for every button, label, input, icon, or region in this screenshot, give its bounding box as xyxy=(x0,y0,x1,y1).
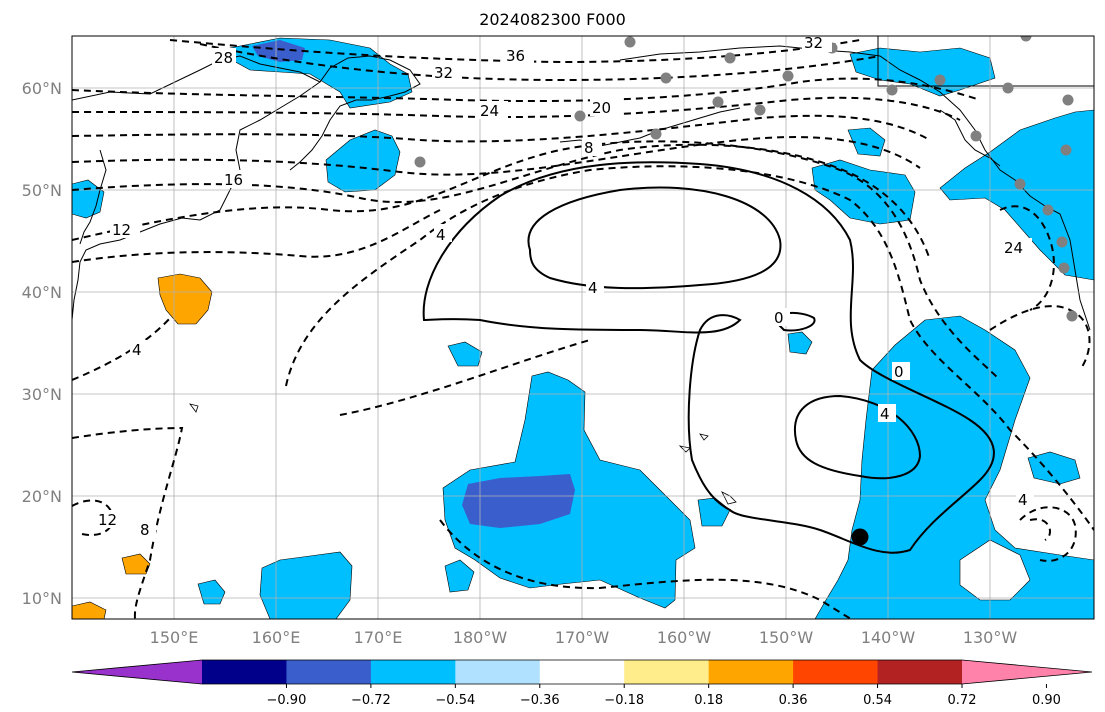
lat-label: 50°N xyxy=(22,181,62,200)
coast-japan xyxy=(79,149,107,245)
contour-label: 0 xyxy=(894,363,904,381)
colorbar-segment xyxy=(539,660,625,684)
colorbar-tick-label: 0.36 xyxy=(779,693,808,708)
lon-label: 150°E xyxy=(150,628,199,647)
stations xyxy=(414,36,1078,322)
colorbar-tick-label: 0.72 xyxy=(948,693,977,708)
lon-label: 170°W xyxy=(555,628,610,647)
colorbar-segment xyxy=(624,660,710,684)
lat-label: 40°N xyxy=(22,283,62,302)
plot-frame xyxy=(71,35,1095,620)
lat-label: 10°N xyxy=(22,589,62,608)
colorbar-outline xyxy=(71,659,1093,685)
lon-label: 150°W xyxy=(759,628,814,647)
colorbar-tick-label: 0.18 xyxy=(694,693,723,708)
gridlines xyxy=(72,36,1094,619)
contour-label: 8 xyxy=(584,139,594,157)
shade-east-pacific-hole xyxy=(959,539,1031,601)
colorbar: −0.90 −0.72 −0.54 −0.36 −0.18 0.18 0.36 0.54 0.7… xyxy=(71,659,1093,708)
colorbar-tick-label: −0.18 xyxy=(604,693,644,708)
colorbar-tick-label: −0.54 xyxy=(435,693,475,708)
lat-label: 30°N xyxy=(22,385,62,404)
contour-label: 12 xyxy=(112,221,131,239)
coast-kamchatka xyxy=(289,55,421,171)
dashed-contours xyxy=(72,39,1094,619)
lon-label: 130°W xyxy=(963,628,1018,647)
colorbar-extend-high xyxy=(962,660,1092,684)
colorbar-tick-label: 0.90 xyxy=(1032,693,1061,708)
contour-label: 32 xyxy=(804,34,823,52)
contour-label: 20 xyxy=(592,99,611,117)
colorbar-tick-label: −0.90 xyxy=(267,693,307,708)
lon-label: 170°E xyxy=(354,628,403,647)
contour-label: 28 xyxy=(214,49,233,67)
shade-small-6 xyxy=(1027,451,1081,485)
lat-labels: 60°N 50°N 40°N 30°N 20°N 10°N xyxy=(22,79,62,608)
shade-central-pacific-dark xyxy=(462,474,575,528)
contour-label: 32 xyxy=(434,64,453,82)
colorbar-tick-label: 0.54 xyxy=(863,693,892,708)
colorbar-segment xyxy=(370,660,456,684)
shade-west-sub xyxy=(259,551,353,619)
lon-label: 160°E xyxy=(252,628,301,647)
lon-label: 140°W xyxy=(861,628,916,647)
contour-labels: 28 36 32 32 24 20 16 8 12 4 4 4 0 xyxy=(96,34,1034,539)
contour-label: 0 xyxy=(774,309,784,327)
contour-label: 4 xyxy=(436,226,446,244)
colorbar-segment xyxy=(708,660,794,684)
storm-center-marker xyxy=(851,528,869,546)
shade-small-5 xyxy=(787,331,813,355)
colorbar-extend-low xyxy=(72,660,202,684)
contour-label: 12 xyxy=(98,511,117,529)
shaded-regions xyxy=(72,37,1094,619)
contour-label: 24 xyxy=(480,102,499,120)
contour-label: 16 xyxy=(224,171,243,189)
contour-label: 4 xyxy=(1018,491,1028,509)
shade-nw-pacific xyxy=(325,129,401,193)
shade-east-pacific xyxy=(814,315,1094,619)
lon-labels: 150°E 160°E 170°E 180°W 170°W 160°W 150°… xyxy=(150,628,1018,647)
shade-orange-1 xyxy=(157,273,213,325)
shade-japan xyxy=(72,179,105,219)
colorbar-tick-label: −0.36 xyxy=(520,693,560,708)
lat-label: 20°N xyxy=(22,487,62,506)
contour-label: 24 xyxy=(1004,239,1023,257)
contour-label: 4 xyxy=(132,341,142,359)
colorbar-tick-label: −0.72 xyxy=(351,693,391,708)
coast-alaska xyxy=(619,45,1091,331)
shade-orange-3 xyxy=(72,601,107,619)
lon-label: 160°W xyxy=(657,628,712,647)
lat-label: 60°N xyxy=(22,79,62,98)
solid-contours xyxy=(422,161,995,554)
contour-label: 8 xyxy=(140,521,150,539)
lon-label: 180°W xyxy=(453,628,508,647)
map-title: 2024082300 F000 xyxy=(479,10,626,29)
colorbar-segment xyxy=(286,660,372,684)
colorbar-segment xyxy=(455,660,541,684)
contour-label: 36 xyxy=(506,47,525,65)
shade-alaska-small xyxy=(847,127,886,157)
border-canada xyxy=(877,36,1094,87)
contour-label: 4 xyxy=(588,279,598,297)
colorbar-segment xyxy=(202,660,287,684)
colorbar-segment xyxy=(877,660,963,684)
contour-label: 4 xyxy=(880,405,890,423)
shade-small-3 xyxy=(444,559,475,593)
colorbar-segment xyxy=(793,660,879,684)
coast-bc xyxy=(939,109,1001,167)
islands xyxy=(189,403,737,505)
